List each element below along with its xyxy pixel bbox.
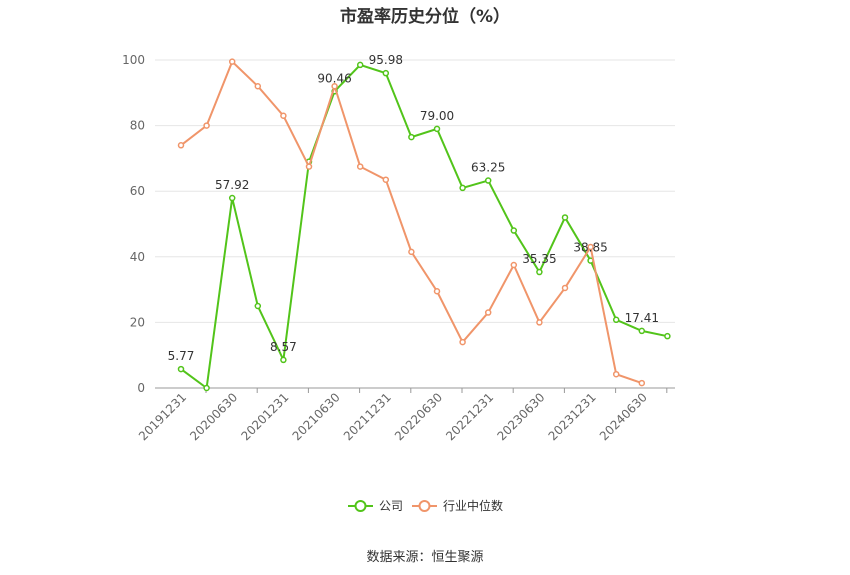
data-point[interactable] [484, 177, 492, 184]
data-point[interactable] [331, 82, 338, 90]
y-tick-label: 0 [137, 381, 145, 395]
data-point[interactable] [484, 309, 492, 316]
data-label: 79.00 [420, 109, 454, 123]
x-tick-label: 20211231 [341, 390, 394, 443]
data-point[interactable] [536, 268, 543, 276]
data-point[interactable] [408, 248, 415, 256]
data-point[interactable] [612, 316, 620, 324]
data-point[interactable] [203, 384, 210, 392]
y-tick-label: 80 [130, 119, 145, 133]
data-point[interactable] [177, 365, 185, 373]
data-label: 35.35 [522, 252, 556, 266]
x-tick-label: 20231231 [546, 390, 599, 443]
x-tick-label: 20191231 [136, 390, 189, 443]
data-point[interactable] [638, 327, 646, 335]
data-point[interactable] [254, 302, 262, 310]
legend-marker-company[interactable] [354, 500, 367, 512]
y-tick-label: 20 [130, 315, 145, 329]
data-point[interactable] [638, 379, 646, 387]
data-point[interactable] [280, 112, 287, 120]
data-source-note: 数据来源：恒生聚源 [366, 550, 484, 565]
data-label: 95.98 [369, 53, 403, 67]
x-tick-label: 20240630 [597, 390, 650, 443]
data-point[interactable] [228, 194, 236, 202]
data-point[interactable] [433, 287, 441, 295]
x-tick-label: 20210630 [290, 390, 343, 443]
chart-title: 市盈率历史分位（%） [339, 7, 511, 27]
x-tick-label: 20230630 [494, 390, 547, 443]
x-tick-label: 20221231 [443, 390, 496, 443]
data-point[interactable] [228, 58, 236, 65]
legend-label-industry[interactable]: 行业中位数 [443, 498, 503, 513]
data-point[interactable] [356, 61, 364, 69]
data-point[interactable] [459, 338, 466, 346]
data-point[interactable] [356, 163, 364, 170]
data-point[interactable] [536, 319, 543, 326]
data-point[interactable] [177, 142, 185, 149]
data-point[interactable] [561, 284, 569, 292]
legend-marker-industry[interactable] [418, 500, 431, 512]
x-tick-label: 20200630 [187, 390, 240, 443]
data-point[interactable] [280, 356, 287, 364]
x-tick-label: 20220630 [392, 390, 445, 443]
series-line-industry [180, 59, 643, 385]
data-labels: 5.77 57.92 8.57 90.46 95.98 79.00 63.25 35.35 38… [168, 53, 659, 363]
data-label: 17.41 [625, 311, 659, 325]
data-point[interactable] [203, 122, 210, 129]
data-point[interactable] [510, 261, 518, 269]
y-tick-label: 40 [130, 250, 145, 264]
data-point[interactable] [382, 176, 390, 183]
data-point[interactable] [510, 227, 518, 234]
legend[interactable]: 公司 行业中位数 [348, 498, 503, 513]
data-point[interactable] [587, 243, 594, 251]
data-point[interactable] [612, 370, 620, 378]
data-point[interactable] [561, 214, 569, 221]
series [177, 58, 671, 392]
data-point[interactable] [459, 184, 466, 192]
y-tick-label: 60 [130, 184, 145, 198]
x-tick-label: 20201231 [238, 390, 291, 443]
data-point[interactable] [254, 82, 262, 90]
data-label: 57.92 [215, 178, 249, 192]
data-point[interactable] [664, 332, 671, 340]
data-label: 63.25 [471, 161, 505, 175]
data-label: 90.46 [317, 71, 351, 85]
data-point[interactable] [382, 69, 390, 77]
data-point[interactable] [433, 125, 441, 133]
data-label: 8.57 [270, 340, 297, 354]
y-tick-label: 100 [122, 53, 145, 67]
data-label: 38.85 [573, 241, 607, 255]
data-point[interactable] [305, 163, 313, 170]
data-point[interactable] [408, 133, 415, 141]
data-label: 5.77 [168, 349, 195, 363]
legend-label-company[interactable]: 公司 [379, 499, 403, 513]
